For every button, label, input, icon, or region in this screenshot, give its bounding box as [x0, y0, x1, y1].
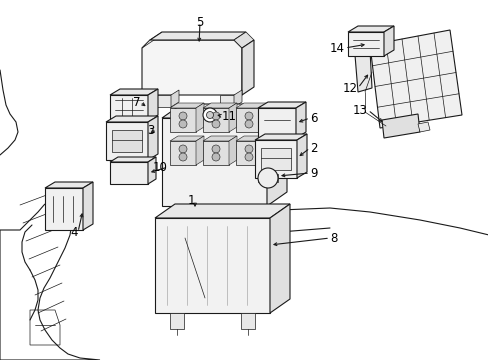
- Polygon shape: [162, 104, 286, 118]
- Polygon shape: [296, 134, 306, 178]
- Polygon shape: [236, 136, 269, 141]
- Polygon shape: [269, 204, 289, 313]
- Polygon shape: [150, 32, 245, 40]
- Polygon shape: [106, 116, 158, 122]
- Polygon shape: [254, 134, 306, 140]
- Polygon shape: [258, 174, 278, 182]
- Polygon shape: [258, 102, 305, 108]
- Polygon shape: [254, 140, 296, 178]
- Polygon shape: [170, 141, 196, 165]
- Circle shape: [206, 112, 213, 118]
- Circle shape: [212, 120, 220, 128]
- Polygon shape: [203, 103, 237, 108]
- Polygon shape: [83, 182, 93, 230]
- Polygon shape: [157, 95, 171, 107]
- Polygon shape: [203, 141, 228, 165]
- Polygon shape: [203, 108, 228, 132]
- Text: 13: 13: [352, 104, 367, 117]
- Polygon shape: [234, 90, 242, 107]
- Polygon shape: [142, 32, 162, 48]
- Text: 6: 6: [309, 112, 317, 125]
- Circle shape: [244, 120, 252, 128]
- Polygon shape: [417, 122, 429, 132]
- Text: 2: 2: [309, 141, 317, 154]
- Polygon shape: [241, 313, 254, 329]
- Polygon shape: [295, 102, 305, 138]
- Polygon shape: [106, 122, 148, 160]
- Polygon shape: [383, 26, 393, 56]
- Polygon shape: [369, 30, 461, 128]
- Text: 7: 7: [132, 95, 140, 108]
- Text: 9: 9: [309, 166, 317, 180]
- Polygon shape: [242, 40, 253, 95]
- Polygon shape: [45, 182, 93, 188]
- Polygon shape: [228, 103, 237, 132]
- Polygon shape: [162, 118, 266, 206]
- Polygon shape: [354, 50, 371, 92]
- Text: 11: 11: [222, 109, 237, 122]
- Polygon shape: [148, 157, 156, 184]
- Circle shape: [179, 120, 186, 128]
- Polygon shape: [174, 206, 187, 221]
- Polygon shape: [110, 157, 156, 162]
- Circle shape: [212, 153, 220, 161]
- Polygon shape: [347, 32, 383, 56]
- Polygon shape: [112, 130, 142, 152]
- Circle shape: [212, 145, 220, 153]
- Text: 1: 1: [187, 194, 195, 207]
- Polygon shape: [236, 103, 269, 108]
- Text: 12: 12: [342, 81, 357, 95]
- Polygon shape: [142, 40, 242, 95]
- Polygon shape: [170, 103, 203, 108]
- Circle shape: [179, 112, 186, 120]
- Polygon shape: [236, 141, 262, 165]
- Circle shape: [179, 145, 186, 153]
- Circle shape: [179, 153, 186, 161]
- Polygon shape: [258, 108, 295, 138]
- Polygon shape: [203, 136, 237, 141]
- Polygon shape: [236, 108, 262, 132]
- Circle shape: [244, 153, 252, 161]
- Circle shape: [258, 168, 278, 188]
- Text: 10: 10: [153, 161, 168, 174]
- Polygon shape: [266, 104, 286, 206]
- Polygon shape: [148, 89, 158, 121]
- Polygon shape: [148, 116, 158, 160]
- Text: 8: 8: [329, 231, 337, 244]
- Polygon shape: [261, 148, 290, 170]
- Polygon shape: [170, 108, 196, 132]
- Polygon shape: [155, 218, 269, 313]
- Circle shape: [244, 145, 252, 153]
- Circle shape: [203, 108, 217, 122]
- Polygon shape: [243, 206, 257, 221]
- Polygon shape: [234, 32, 253, 48]
- Text: 4: 4: [70, 225, 78, 239]
- Polygon shape: [381, 114, 419, 138]
- Polygon shape: [110, 162, 148, 184]
- Polygon shape: [155, 204, 289, 218]
- Polygon shape: [170, 313, 183, 329]
- Polygon shape: [45, 188, 83, 230]
- Circle shape: [244, 112, 252, 120]
- Polygon shape: [262, 136, 269, 165]
- Polygon shape: [220, 95, 234, 107]
- Text: 5: 5: [196, 15, 203, 28]
- Text: 3: 3: [147, 123, 155, 136]
- Polygon shape: [196, 103, 203, 132]
- Polygon shape: [110, 95, 148, 121]
- Circle shape: [212, 112, 220, 120]
- Polygon shape: [347, 26, 393, 32]
- Polygon shape: [170, 136, 203, 141]
- Polygon shape: [171, 90, 179, 107]
- Polygon shape: [228, 136, 237, 165]
- Polygon shape: [196, 136, 203, 165]
- Polygon shape: [262, 103, 269, 132]
- Text: 14: 14: [329, 41, 345, 54]
- Polygon shape: [110, 89, 158, 95]
